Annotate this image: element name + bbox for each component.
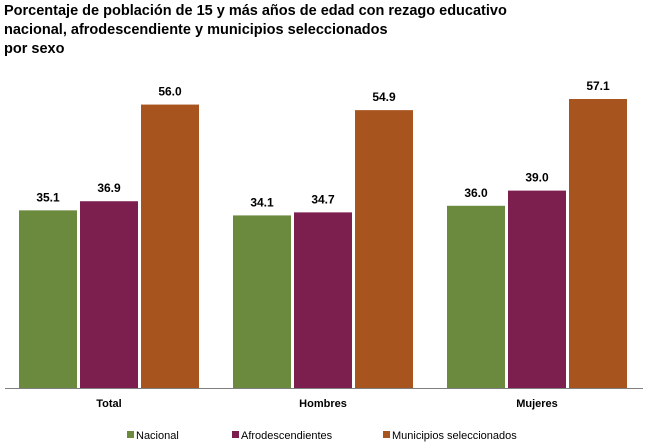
legend-label-nacional: Nacional xyxy=(136,430,179,442)
legend-item-afrodescendientes: Afrodescendientes xyxy=(232,430,333,442)
legend-label-municipios-seleccionados: Municipios seleccionados xyxy=(392,430,517,442)
legend-swatch-nacional xyxy=(127,431,134,438)
value-label-municipios-seleccionados-mujeres: 57.1 xyxy=(586,79,610,93)
legend: Nacional Afrodescendientes Municipios sele… xyxy=(127,430,517,442)
value-label-municipios-seleccionados-total: 56.0 xyxy=(158,85,182,99)
value-label-afrodescendientes-mujeres: 39.0 xyxy=(525,171,549,185)
bar-municipios-seleccionados-mujeres xyxy=(569,99,627,388)
bar-municipios-seleccionados-total xyxy=(141,104,199,388)
chart-title: Porcentaje de población de 15 y más años… xyxy=(4,2,644,59)
bar-afrodescendientes-hombres xyxy=(294,212,352,388)
legend-item-nacional: Nacional xyxy=(127,430,179,442)
bar-municipios-seleccionados-hombres xyxy=(355,110,413,388)
category-labels-group: Total Hombres Mujeres xyxy=(96,398,558,410)
value-label-nacional-mujeres: 36.0 xyxy=(464,186,488,200)
legend-label-afrodescendientes: Afrodescendientes xyxy=(241,430,333,442)
bars-group xyxy=(19,99,627,388)
category-label-mujeres: Mujeres xyxy=(516,398,558,410)
bar-nacional-hombres xyxy=(233,215,291,388)
legend-swatch-afrodescendientes xyxy=(232,431,239,438)
value-labels-group: 35.1 36.9 56.0 34.1 34.7 54.9 36.0 39.0 57.1 xyxy=(36,79,610,209)
chart-title-line-1: Porcentaje de población de 15 y más años… xyxy=(4,3,507,19)
bar-nacional-total xyxy=(19,210,77,388)
chart-title-line-2: nacional, afrodescendiente y municipios … xyxy=(4,22,388,38)
value-label-municipios-seleccionados-hombres: 54.9 xyxy=(372,90,396,104)
bar-afrodescendientes-total xyxy=(80,201,138,388)
bar-afrodescendientes-mujeres xyxy=(508,190,566,388)
chart-title-line-3: por sexo xyxy=(4,41,65,57)
bar-nacional-mujeres xyxy=(447,205,505,388)
value-label-afrodescendientes-hombres: 34.7 xyxy=(311,192,335,206)
value-label-nacional-total: 35.1 xyxy=(36,190,60,204)
legend-item-municipios-seleccionados: Municipios seleccionados xyxy=(383,430,517,442)
value-label-nacional-hombres: 34.1 xyxy=(250,195,274,209)
category-label-total: Total xyxy=(96,398,121,410)
value-label-afrodescendientes-total: 36.9 xyxy=(97,181,121,195)
legend-swatch-municipios-seleccionados xyxy=(383,431,390,438)
category-label-hombres: Hombres xyxy=(299,398,347,410)
